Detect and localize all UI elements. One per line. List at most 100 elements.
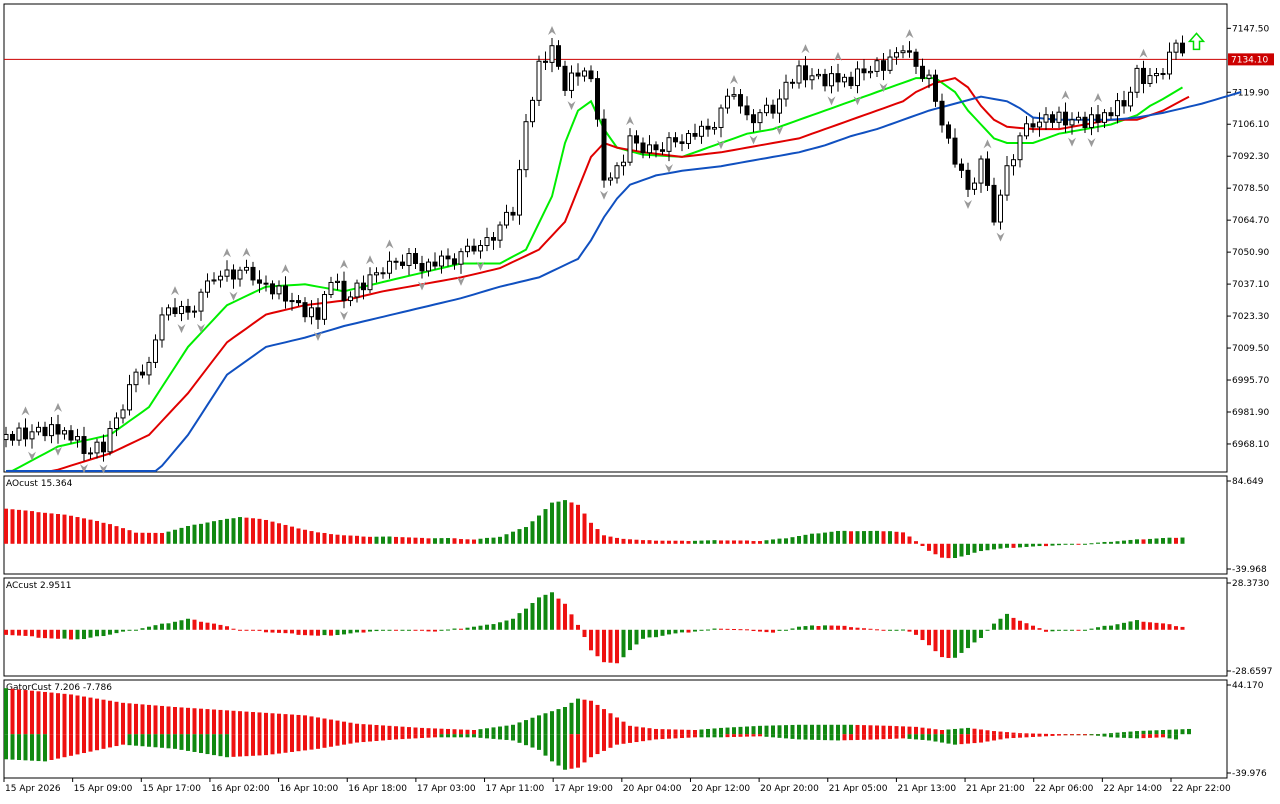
candle[interactable] [861,59,867,81]
candle[interactable] [842,73,847,88]
candle[interactable] [536,55,542,106]
candle[interactable] [790,78,795,89]
candle[interactable] [595,70,600,127]
candle[interactable] [582,67,587,82]
candle[interactable] [1102,109,1107,128]
candle[interactable] [36,421,41,436]
candle[interactable] [1024,116,1029,140]
candle[interactable] [1069,112,1075,135]
candle[interactable] [621,154,626,176]
candle[interactable] [361,275,366,300]
candle[interactable] [107,420,113,456]
candle[interactable] [738,89,743,114]
candle[interactable] [75,428,80,448]
candle[interactable] [1134,64,1140,98]
candle[interactable] [569,65,574,99]
candle[interactable] [348,291,353,307]
candle[interactable] [497,221,503,248]
candle[interactable] [530,96,535,128]
candle[interactable] [387,251,392,279]
candle[interactable] [1128,86,1133,112]
candle[interactable] [166,304,171,321]
candle[interactable] [133,368,139,393]
candle[interactable] [543,51,548,71]
candle[interactable] [1108,107,1114,120]
candle[interactable] [549,38,555,73]
candle[interactable] [933,69,938,107]
candle[interactable] [1011,154,1016,176]
candle[interactable] [523,114,529,178]
candle[interactable] [1017,132,1023,168]
candle[interactable] [517,159,522,225]
candle[interactable] [894,47,899,65]
price-panel[interactable]: 7147.50 7119.90 7106.10 7092.30 7078.50 7064.… [3,3,1274,474]
candle[interactable] [627,128,633,166]
ma-mid-line[interactable] [6,77,1190,472]
candle[interactable] [211,272,217,285]
candle[interactable] [1115,92,1120,124]
candle[interactable] [432,252,438,270]
candle[interactable] [907,41,912,58]
candle[interactable] [887,49,893,74]
candle[interactable] [426,258,431,277]
candle[interactable] [959,158,964,178]
candle[interactable] [822,68,828,92]
candle[interactable] [205,273,210,298]
candle[interactable] [68,425,74,444]
candle[interactable] [1004,155,1010,201]
candle[interactable] [731,86,737,100]
candle[interactable] [965,162,971,197]
candle[interactable] [686,130,691,150]
candle[interactable] [653,141,659,158]
candle[interactable] [458,248,464,274]
candle[interactable] [198,288,204,321]
candle[interactable] [1141,60,1146,94]
candle[interactable] [140,364,145,379]
candle[interactable] [322,291,327,325]
candle[interactable] [159,307,165,348]
candle[interactable] [192,305,197,318]
candle[interactable] [445,248,451,267]
candle[interactable] [55,414,61,444]
candle[interactable] [23,418,28,447]
candle[interactable] [562,60,568,96]
candle[interactable] [101,434,106,462]
candle[interactable] [94,438,100,459]
candle[interactable] [712,121,717,135]
candle[interactable] [1160,67,1166,80]
candle[interactable] [985,151,990,191]
candle[interactable] [1154,67,1159,84]
candle[interactable] [153,334,158,368]
candle[interactable] [718,104,724,138]
candle[interactable] [770,99,776,119]
candle[interactable] [283,276,288,309]
candle[interactable] [380,267,386,279]
candle[interactable] [1076,111,1081,124]
candle[interactable] [946,121,951,144]
candle[interactable] [666,132,672,162]
candle[interactable] [855,61,860,94]
candle[interactable] [335,273,340,291]
candle[interactable] [848,71,854,90]
candle[interactable] [868,65,873,79]
candle[interactable] [257,270,262,293]
candle[interactable] [510,206,516,221]
candle[interactable] [1089,107,1094,136]
candle[interactable] [49,416,54,444]
candle[interactable] [471,238,477,255]
candle[interactable] [224,260,230,282]
candle[interactable] [796,60,802,89]
candle[interactable] [172,298,178,318]
gator-panel[interactable]: GatorCust 7.206 -7.786 44.170 -39.976 [3,679,1267,779]
candle[interactable] [699,120,704,144]
candle[interactable] [127,374,132,416]
candle[interactable] [1037,112,1042,137]
candle[interactable] [81,426,87,462]
ao-panel[interactable]: AOcust 15.364 84.649 -39.968 [3,475,1267,575]
candle[interactable] [3,426,9,448]
candle[interactable] [263,275,269,292]
candle[interactable] [439,250,444,274]
candle[interactable] [634,130,639,151]
candle[interactable] [705,118,711,137]
candle[interactable] [881,53,886,81]
